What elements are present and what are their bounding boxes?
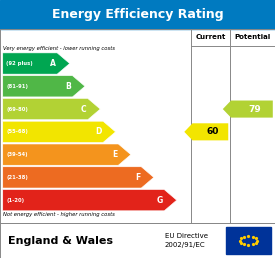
Text: (55-68): (55-68): [6, 129, 28, 134]
Text: G: G: [157, 196, 163, 205]
Text: B: B: [66, 82, 72, 91]
Text: (21-38): (21-38): [6, 175, 28, 180]
Polygon shape: [3, 121, 116, 142]
Text: 60: 60: [207, 127, 219, 136]
Polygon shape: [3, 99, 100, 120]
Text: Energy Efficiency Rating: Energy Efficiency Rating: [52, 8, 223, 21]
Text: (1-20): (1-20): [6, 198, 24, 203]
Text: (39-54): (39-54): [6, 152, 28, 157]
Text: D: D: [96, 127, 102, 136]
Polygon shape: [3, 53, 70, 74]
Text: Very energy efficient - lower running costs: Very energy efficient - lower running co…: [3, 46, 115, 51]
Text: Current: Current: [195, 34, 226, 40]
Text: A: A: [50, 59, 56, 68]
Text: England & Wales: England & Wales: [8, 236, 113, 246]
Text: Potential: Potential: [234, 34, 270, 40]
Text: E: E: [112, 150, 117, 159]
Text: Not energy efficient - higher running costs: Not energy efficient - higher running co…: [3, 212, 115, 217]
Polygon shape: [3, 144, 131, 165]
Text: 79: 79: [248, 104, 261, 114]
Bar: [0, 223, 275, 258]
Text: (81-91): (81-91): [6, 84, 28, 89]
Text: (92 plus): (92 plus): [6, 61, 33, 66]
Text: (69-80): (69-80): [6, 107, 28, 111]
Text: C: C: [81, 104, 87, 114]
Polygon shape: [3, 167, 154, 188]
Text: EU Directive
2002/91/EC: EU Directive 2002/91/EC: [165, 233, 208, 248]
Polygon shape: [3, 76, 85, 97]
Polygon shape: [223, 101, 273, 118]
Polygon shape: [3, 190, 177, 211]
Polygon shape: [184, 123, 228, 140]
Bar: [0, 0, 275, 29]
Text: F: F: [135, 173, 140, 182]
Bar: [226, 227, 271, 254]
Bar: [0, 29, 275, 223]
